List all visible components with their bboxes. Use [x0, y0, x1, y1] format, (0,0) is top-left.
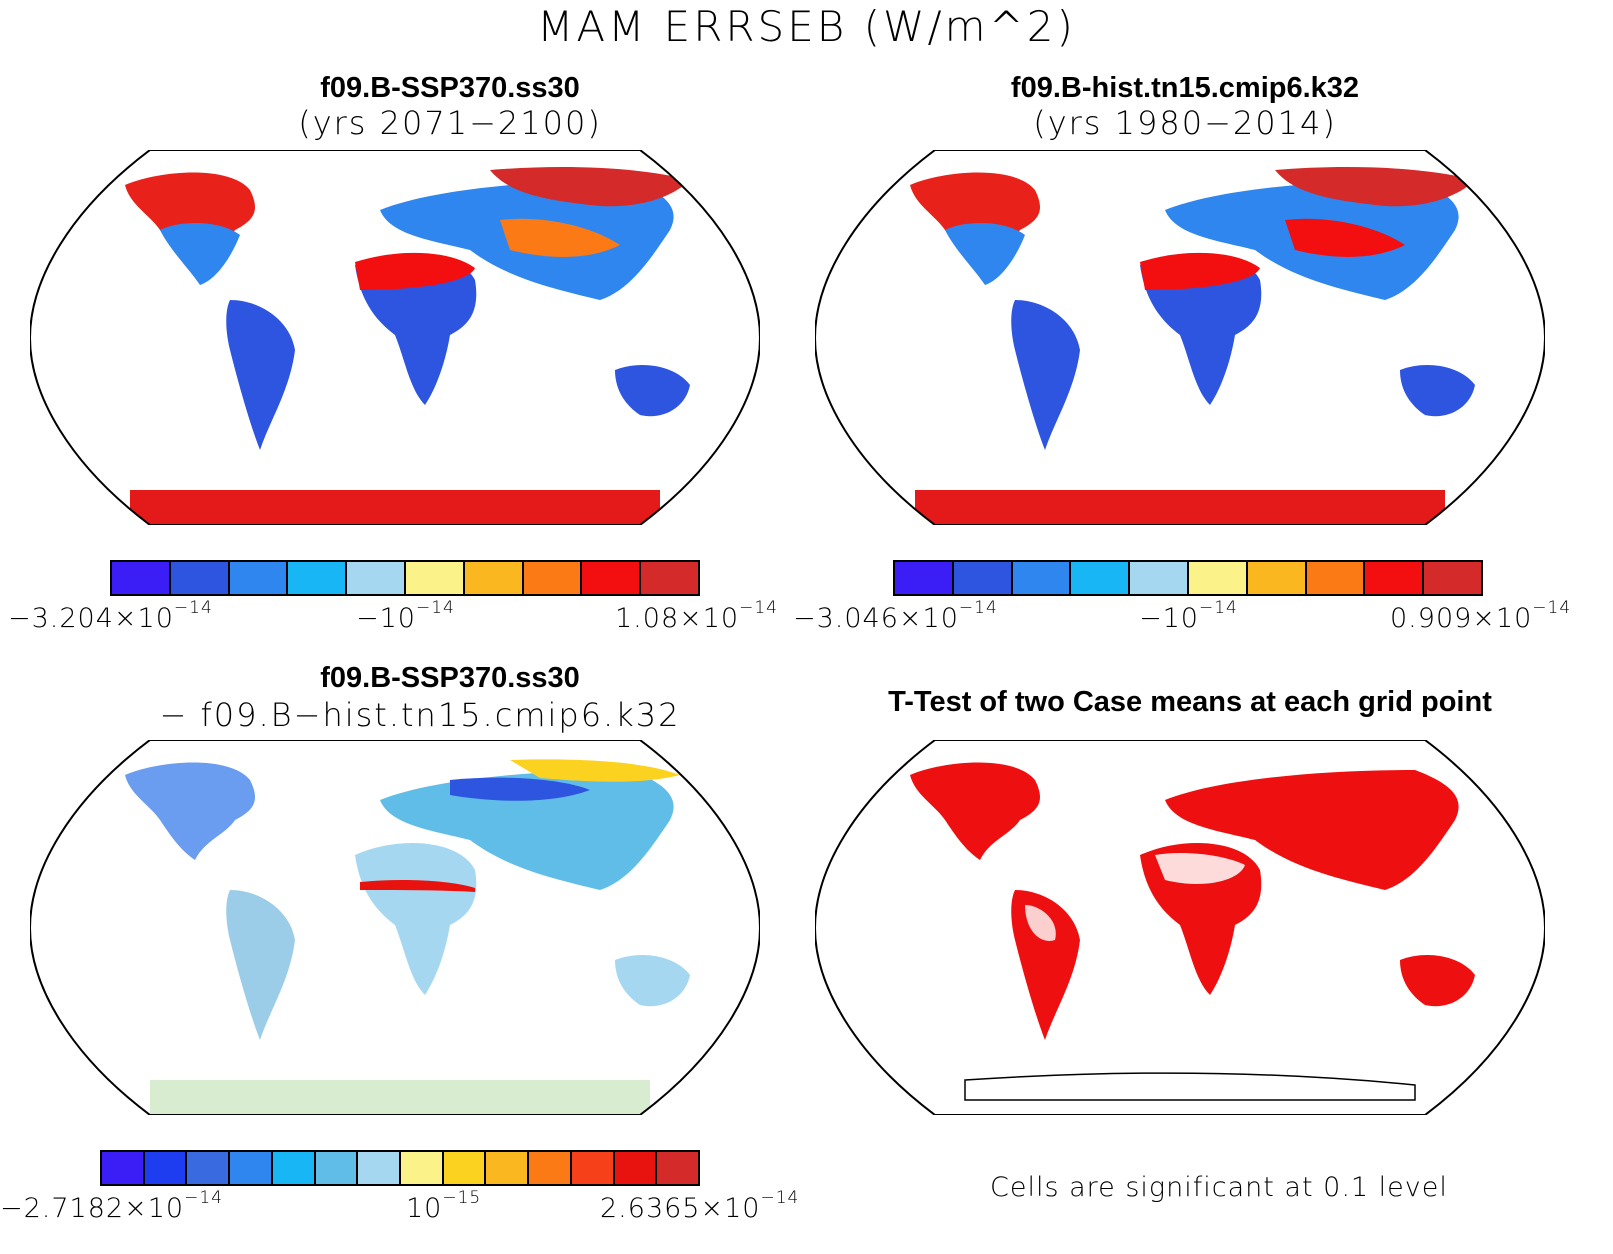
- colorbar-swatch-9: [641, 562, 698, 594]
- antarctica-region: [130, 490, 660, 525]
- panel3-colorbar-mid-label: 10−15: [406, 1188, 482, 1224]
- colorbar-swatch-2: [229, 562, 289, 594]
- north-america-south-region: [945, 223, 1025, 285]
- colorbar-swatch-3: [288, 562, 348, 594]
- australia-region: [615, 955, 690, 1007]
- map-frame: [30, 150, 760, 525]
- south-america-region: [1011, 890, 1080, 1040]
- map-frame: [815, 150, 1545, 525]
- panel1-subtitle: (yrs 2071−2100): [298, 104, 602, 142]
- insignificant-area: [1155, 853, 1245, 885]
- panel2-colorbar-min-label: −3.046×10−14: [793, 598, 998, 634]
- central-asia-region: [500, 218, 620, 257]
- map-frame: [30, 740, 760, 1115]
- africa-region: [355, 843, 477, 995]
- colorbar-swatch-7: [523, 562, 583, 594]
- colorbar-swatch-8: [1365, 562, 1425, 594]
- colorbar-swatch-0: [102, 1152, 145, 1184]
- australia-region: [1400, 955, 1475, 1007]
- colorbar-swatch-4: [1130, 562, 1189, 594]
- colorbar-swatch-0: [895, 562, 954, 594]
- panel1-colorbar-min-label: −3.204×10−14: [8, 598, 213, 634]
- colorbar-swatch-2: [187, 1152, 231, 1184]
- colorbar-swatch-8: [582, 562, 642, 594]
- panel1-colorbar-max-label: 1.08×10−14: [615, 598, 778, 634]
- antarctica-outline: [964, 1072, 1416, 1101]
- colorbar-swatch-6: [464, 562, 524, 594]
- colorbar-swatch-8: [443, 1152, 487, 1184]
- panel3-colorbar-max-label: 2.6365×10−14: [600, 1188, 800, 1224]
- colorbar-swatch-10: [529, 1152, 572, 1184]
- colorbar-swatch-2: [1012, 562, 1072, 594]
- panel3-title: f09.B-SSP370.ss30: [320, 662, 580, 694]
- panel3-map: [30, 740, 760, 1115]
- siberia-region: [1275, 167, 1475, 207]
- panel2-subtitle: (yrs 1980−2014): [1033, 104, 1337, 142]
- panel1-colorbar: [110, 560, 700, 596]
- colorbar-swatch-0: [112, 562, 171, 594]
- colorbar-swatch-6: [1247, 562, 1307, 594]
- colorbar-swatch-9: [486, 1152, 530, 1184]
- panel2-colorbar-mid-label: −10−14: [1139, 598, 1238, 634]
- sahara-region: [1140, 252, 1260, 290]
- panel2-colorbar: [893, 560, 1483, 596]
- north-america-region: [910, 172, 1040, 270]
- colorbar-swatch-3: [1071, 562, 1131, 594]
- panel2-title: f09.B-hist.tn15.cmip6.k32: [1010, 72, 1360, 104]
- south-america-region: [226, 890, 295, 1040]
- panel3-subtitle: − f09.B−hist.tn15.cmip6.k32: [159, 696, 681, 734]
- colorbar-swatch-1: [953, 562, 1013, 594]
- insignificant-area: [1025, 905, 1056, 941]
- colorbar-swatch-13: [657, 1152, 699, 1184]
- colorbar-swatch-1: [170, 562, 230, 594]
- south-america-region: [226, 300, 295, 450]
- panel3-colorbar: [100, 1150, 700, 1186]
- north-america-region: [910, 762, 1040, 860]
- eurasia-region: [380, 770, 674, 890]
- africa-region: [1140, 253, 1262, 405]
- panel2-map: [815, 150, 1545, 525]
- figure-title: MAM ERRSEB (W/m^2): [537, 2, 1076, 51]
- colorbar-swatch-4: [347, 562, 406, 594]
- central-asia-region: [1285, 218, 1405, 257]
- siberia-region: [510, 759, 680, 782]
- russia-region: [450, 777, 590, 801]
- significance-note: Cells are significant at 0.1 level: [990, 1172, 1448, 1203]
- colorbar-swatch-5: [315, 1152, 359, 1184]
- panel2-colorbar-max-label: 0.909×10−14: [1390, 598, 1572, 634]
- colorbar-swatch-11: [571, 1152, 615, 1184]
- colorbar-swatch-6: [358, 1152, 402, 1184]
- sahel-band: [360, 880, 475, 892]
- antarctica-region: [915, 490, 1445, 525]
- colorbar-swatch-7: [1306, 562, 1366, 594]
- colorbar-swatch-9: [1424, 562, 1481, 594]
- africa-region: [355, 253, 477, 405]
- eurasia-region: [1165, 770, 1459, 890]
- panel3-colorbar-min-label: −2.7182×10−14: [0, 1188, 223, 1224]
- panel4-title: T-Test of two Case means at each grid po…: [888, 686, 1492, 718]
- map-frame: [815, 740, 1545, 1115]
- panel1-title: f09.B-SSP370.ss30: [320, 72, 580, 104]
- panel1-colorbar-mid-label: −10−14: [356, 598, 455, 634]
- panel1-map: [30, 150, 760, 525]
- colorbar-swatch-1: [144, 1152, 188, 1184]
- colorbar-swatch-4: [272, 1152, 316, 1184]
- north-america-south-region: [160, 223, 240, 285]
- colorbar-swatch-7: [401, 1152, 444, 1184]
- colorbar-swatch-12: [614, 1152, 658, 1184]
- north-america-region: [125, 762, 255, 860]
- colorbar-swatch-5: [405, 562, 465, 594]
- colorbar-swatch-3: [230, 1152, 273, 1184]
- antarctica-region: [150, 1080, 650, 1115]
- south-america-region: [1011, 300, 1080, 450]
- panel4-map: [815, 740, 1545, 1115]
- north-america-region: [125, 172, 255, 270]
- siberia-region: [490, 167, 690, 207]
- australia-region: [615, 365, 690, 417]
- sahara-region: [355, 252, 475, 290]
- colorbar-swatch-5: [1188, 562, 1248, 594]
- australia-region: [1400, 365, 1475, 417]
